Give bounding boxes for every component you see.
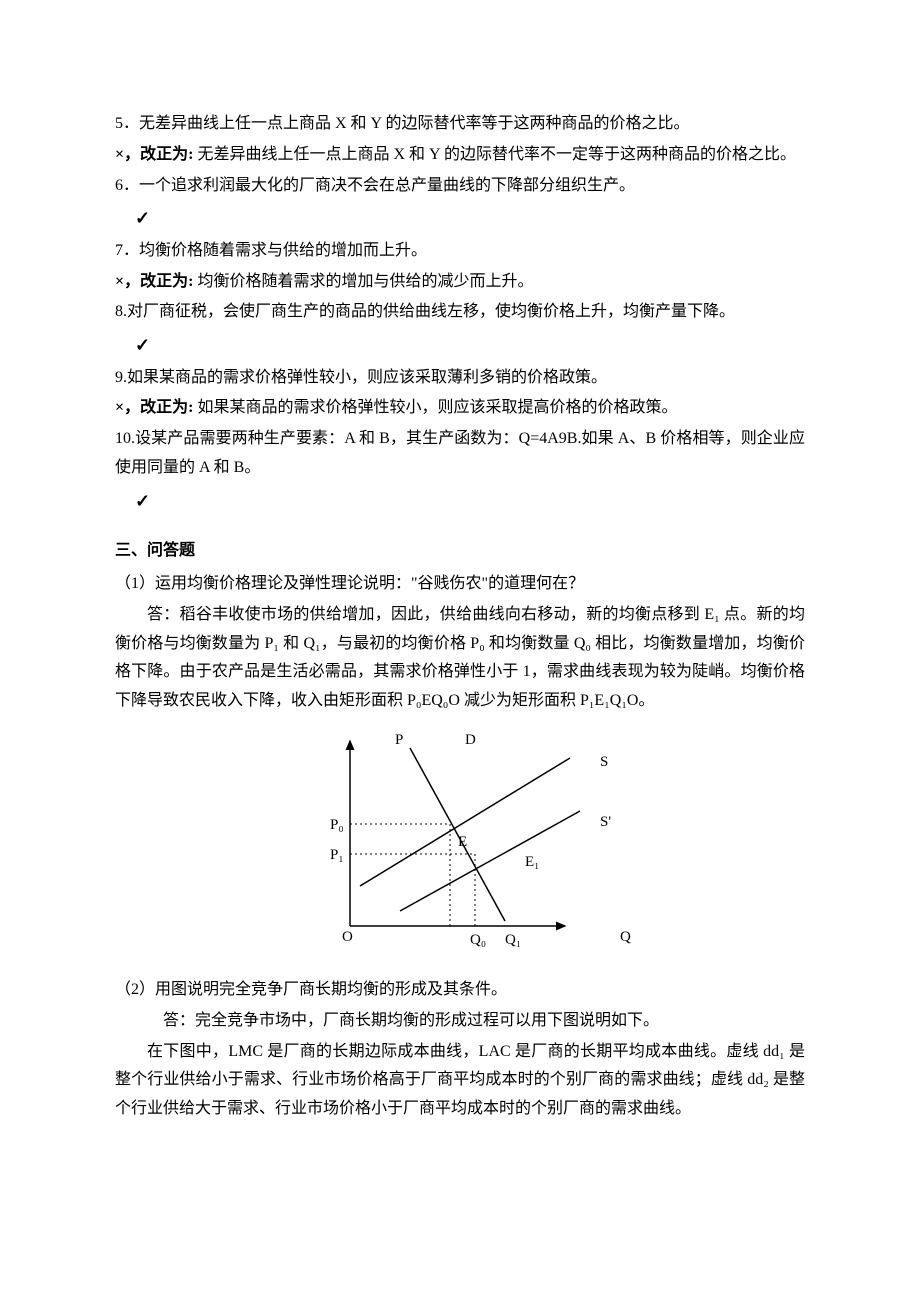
question-5: 5．无差异曲线上任一点上商品 X 和 Y 的边际替代率等于这两种商品的价格之比。 xyxy=(115,110,805,139)
s3-q2-answer-p2: 在下图中，LMC 是厂商的长期边际成本曲线，LAC 是厂商的长期平均成本曲线。虚… xyxy=(115,1038,805,1124)
question-9: 9.如果某商品的需求价格弹性较小，则应该采取薄利多销的价格政策。 xyxy=(115,364,805,393)
q7-correction: ×，改正为: 均衡价格随着需求的增加与供给的减少而上升。 xyxy=(115,268,805,297)
question-6: 6．一个追求利润最大化的厂商决不会在总产量曲线的下降部分组织生产。 xyxy=(115,172,805,201)
s3-q2-answer-p1-wrap: 答：完全竞争市场中，厂商长期均衡的形成过程可以用下图说明如下。 xyxy=(115,1007,805,1036)
q5-correction-text: 无差异曲线上任一点上商品 X 和 Y 的边际替代率不一定等于这两种商品的价格之比… xyxy=(193,146,796,163)
q5-mark: ×，改正为: xyxy=(115,146,193,163)
q5-text: 5．无差异曲线上任一点上商品 X 和 Y 的边际替代率等于这两种商品的价格之比。 xyxy=(115,115,690,132)
svg-text:P₀: P₀ xyxy=(330,817,344,833)
question-8: 8.对厂商征税，会使厂商生产的商品的供给曲线左移，使均衡价格上升，均衡产量下降。 xyxy=(115,298,805,327)
s3-q1-answer-p1: 稻谷丰收使市场的供给增加，因此，供给曲线向右移动，新的均衡点移到 E₁ 点。新的… xyxy=(115,606,805,709)
svg-text:P₁: P₁ xyxy=(330,847,344,863)
q10-text: 10.设某产品需要两种生产要素：A 和 B，其生产函数为：Q=4A9B.如果 A… xyxy=(115,430,805,476)
svg-text:S': S' xyxy=(600,814,611,830)
svg-text:Q₀: Q₀ xyxy=(470,932,486,948)
q8-mark: ✓ xyxy=(115,329,805,361)
svg-text:S: S xyxy=(600,754,608,770)
q7-correction-text: 均衡价格随着需求的增加与供给的减少而上升。 xyxy=(193,273,533,290)
s3-q2-answer-p1: 完全竞争市场中，厂商长期均衡的形成过程可以用下图说明如下。 xyxy=(195,1012,659,1029)
s3-q2-answer-label: 答： xyxy=(115,1012,195,1029)
q7-text: 7．均衡价格随着需求与供给的增加而上升。 xyxy=(115,242,427,259)
q8-text: 8.对厂商征税，会使厂商生产的商品的供给曲线左移，使均衡价格上升，均衡产量下降。 xyxy=(115,303,735,320)
q9-correction: ×，改正为: 如果某商品的需求价格弹性较小，则应该采取提高价格的价格政策。 xyxy=(115,394,805,423)
q7-mark: ×，改正为: xyxy=(115,273,193,290)
svg-text:E: E xyxy=(458,834,467,850)
s3-q1-answer-label: 答： xyxy=(115,606,180,623)
s3-q1-question: （1）运用均衡价格理论及弹性理论说明："谷贱伤农"的道理何在？ xyxy=(115,570,805,599)
supply-demand-chart: P D S S' P₀ P₁ E E₁ O Q₀ Q₁ Q xyxy=(115,726,805,956)
q10-mark: ✓ xyxy=(115,485,805,517)
s3-q2-question: （2）用图说明完全竞争厂商长期均衡的形成及其条件。 xyxy=(115,976,805,1005)
chart-svg: P D S S' P₀ P₁ E E₁ O Q₀ Q₁ Q xyxy=(250,726,670,956)
q6-mark: ✓ xyxy=(115,202,805,234)
q9-correction-text: 如果某商品的需求价格弹性较小，则应该采取提高价格的价格政策。 xyxy=(193,399,677,416)
svg-text:Q: Q xyxy=(620,929,631,945)
q6-text: 6．一个追求利润最大化的厂商决不会在总产量曲线的下降部分组织生产。 xyxy=(115,177,635,194)
q9-mark: ×，改正为: xyxy=(115,399,193,416)
question-7: 7．均衡价格随着需求与供给的增加而上升。 xyxy=(115,237,805,266)
section-3-title: 三、问答题 xyxy=(115,537,805,566)
question-10: 10.设某产品需要两种生产要素：A 和 B，其生产函数为：Q=4A9B.如果 A… xyxy=(115,425,805,483)
q5-correction: ×，改正为: 无差异曲线上任一点上商品 X 和 Y 的边际替代率不一定等于这两种… xyxy=(115,141,805,170)
svg-text:P: P xyxy=(395,732,403,748)
s3-q1-answer: 答：稻谷丰收使市场的供给增加，因此，供给曲线向右移动，新的均衡点移到 E₁ 点。… xyxy=(115,601,805,716)
svg-text:O: O xyxy=(342,929,353,945)
q9-text: 9.如果某商品的需求价格弹性较小，则应该采取薄利多销的价格政策。 xyxy=(115,369,607,386)
svg-text:D: D xyxy=(465,732,476,748)
svg-text:Q₁: Q₁ xyxy=(505,932,521,948)
svg-text:E₁: E₁ xyxy=(525,854,539,870)
